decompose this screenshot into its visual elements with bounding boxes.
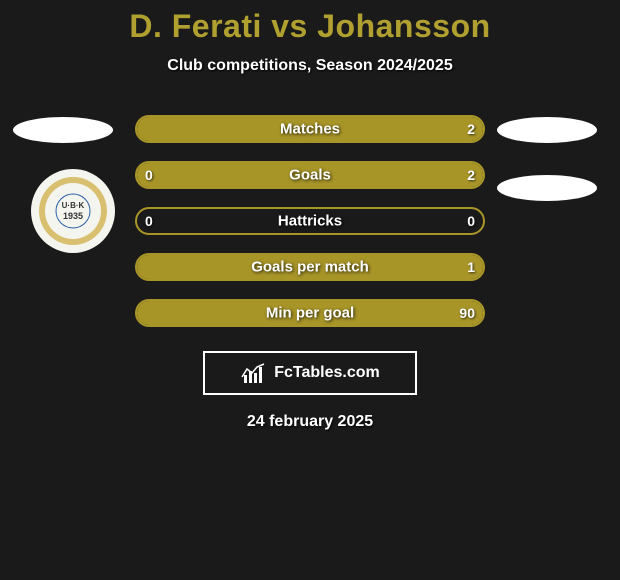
date-label: 24 february 2025 xyxy=(0,413,620,431)
stat-label: Hattricks xyxy=(278,213,342,230)
right-player-col xyxy=(497,115,607,201)
player-pill xyxy=(13,117,113,143)
stat-row: Min per goal 90 xyxy=(135,299,485,327)
stat-value-right: 1 xyxy=(467,259,475,275)
stat-label: Goals xyxy=(289,167,331,184)
stat-row: 0 Goals 2 xyxy=(135,161,485,189)
stats-column: Matches 2 0 Goals 2 0 Hattricks 0 Goals per matc… xyxy=(135,115,485,327)
stat-value-right: 2 xyxy=(467,121,475,137)
player-pill xyxy=(497,175,597,201)
club-badge: U·B·K 1935 xyxy=(31,169,115,253)
comparison-card: D. Ferati vs Johansson Club competitions… xyxy=(0,0,620,431)
page-subtitle: Club competitions, Season 2024/2025 xyxy=(0,57,620,75)
left-player-col: U·B·K 1935 xyxy=(13,115,123,253)
stat-label: Matches xyxy=(280,121,340,138)
stat-label: Goals per match xyxy=(251,259,369,276)
stat-label: Min per goal xyxy=(266,305,354,322)
svg-text:U·B·K: U·B·K xyxy=(62,201,85,210)
stat-row: Goals per match 1 xyxy=(135,253,485,281)
stat-value-right: 0 xyxy=(467,213,475,229)
main-row: U·B·K 1935 Matches 2 0 Goals 2 0 Hattricks 0 Goa… xyxy=(0,115,620,327)
stat-row: 0 Hattricks 0 xyxy=(135,207,485,235)
stat-row: Matches 2 xyxy=(135,115,485,143)
stat-value-left: 0 xyxy=(145,167,153,183)
svg-text:1935: 1935 xyxy=(63,211,83,221)
bar-chart-icon xyxy=(240,363,268,383)
stat-value-right: 90 xyxy=(459,305,475,321)
page-title: D. Ferati vs Johansson xyxy=(0,8,620,45)
player-pill xyxy=(497,117,597,143)
brand-box[interactable]: FcTables.com xyxy=(203,351,417,395)
stat-value-left: 0 xyxy=(145,213,153,229)
brand-text: FcTables.com xyxy=(274,364,380,382)
stat-value-right: 2 xyxy=(467,167,475,183)
